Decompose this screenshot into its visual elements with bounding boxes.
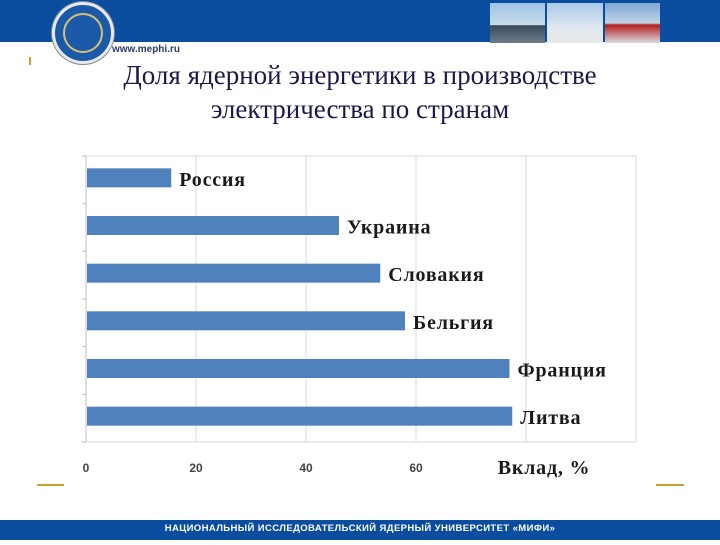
header-photo-strip [490, 3, 660, 43]
decor-line-left [37, 484, 64, 486]
bar-label: Литва [520, 407, 581, 429]
power-plant-photo [490, 3, 546, 43]
power-lines-photo [547, 3, 603, 43]
x-tick-label: 60 [409, 461, 423, 475]
bar [87, 406, 513, 426]
decor-line-right [656, 484, 684, 486]
icebreaker-photo [604, 3, 660, 43]
plot-area [85, 155, 637, 443]
bar-label: Франция [518, 360, 607, 382]
mephi-logo [52, 2, 114, 64]
bar [87, 263, 381, 283]
bar [87, 311, 405, 331]
bar [87, 359, 510, 378]
slide-title: Доля ядерной энергетики в производстве э… [40, 58, 680, 126]
footer-text: НАЦИОНАЛЬНЫЙ ИССЛЕДОВАТЕЛЬСКИЙ ЯДЕРНЫЙ У… [164, 523, 556, 534]
x-axis-title: Вклад, % [498, 457, 591, 479]
site-url: www.mephi.ru [112, 44, 180, 55]
title-line-1: Доля ядерной энергетики в производстве [123, 60, 597, 90]
footer-bar [0, 520, 720, 540]
logo-emblem [63, 13, 103, 53]
bar-label: Словакия [388, 264, 484, 286]
bar [87, 168, 172, 188]
bar-label: Россия [179, 169, 246, 191]
title-line-2: электричества по странам [210, 94, 510, 124]
x-tick-label: 20 [189, 461, 203, 475]
slide-marker [29, 57, 31, 65]
bar-label: Украина [347, 217, 431, 239]
x-tick-label: 40 [299, 461, 313, 475]
bar-label: Бельгия [413, 312, 494, 334]
bar [87, 216, 339, 235]
x-tick-label: 0 [83, 461, 90, 475]
